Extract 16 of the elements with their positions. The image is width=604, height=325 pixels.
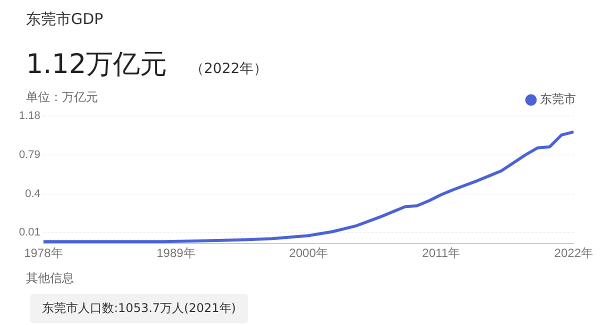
y-tick-label: 0.4 (25, 188, 40, 200)
y-axis-title: 单位：万亿元 (26, 89, 98, 106)
y-tick-label: 0.79 (18, 148, 40, 161)
text: （2022年） (190, 60, 268, 78)
x-tick-label: 2000年 (289, 246, 328, 260)
chart-subtitle: 1.12万亿元 (26, 48, 168, 82)
legend-label: 东莞市 (540, 92, 576, 106)
text: 东莞市人口数:1053.7万人(2021年) (30, 294, 248, 323)
x-tick-label: 2011年 (422, 246, 460, 260)
x-tick-label: 2022年 (554, 246, 594, 260)
chart-title: 东莞市GDP (26, 10, 104, 29)
x-tick-label: 1978年 (24, 246, 63, 260)
text: 其他信息 (26, 270, 74, 287)
y-tick-label: 1.18 (18, 110, 40, 122)
x-tick-label: 1989年 (156, 246, 196, 260)
y-tick-label: 0.01 (18, 226, 40, 239)
